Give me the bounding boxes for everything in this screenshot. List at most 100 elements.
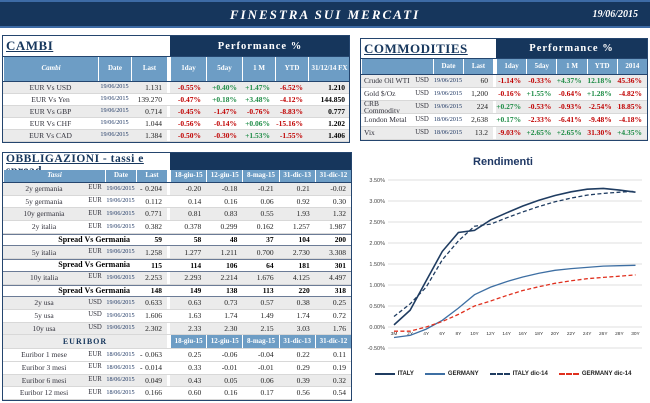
currency: USD [415,128,429,136]
currency: USD [415,89,429,97]
date-value: 19/06/2015 [106,248,135,256]
perf-value: +0.27% [496,102,522,112]
spread-value: 64 [266,260,274,270]
history-value: 1.63 [188,310,202,320]
history-value: 2.33 [188,323,202,333]
perf-value: -0.14% [213,118,237,128]
commodity-name: CRB Commodity [364,101,400,113]
bond-row: 10y italia EUR 19/06/2015 2.253 2.293 2.214 1.… [3,271,351,285]
bond-name: 10y usa [32,323,56,333]
y-tick-label: -0.50% [368,346,386,352]
last-value: -0.014 [136,362,167,374]
x-tick-label: 2Y [407,331,414,337]
spread-value: 220 [298,286,310,296]
spacer [167,183,170,195]
history-value: -0.01 [221,363,238,373]
history-value: 2.30 [224,323,238,333]
history-value: 1.987 [329,222,346,232]
date-value: 18/06/2015 [106,389,135,397]
rendimenti-chart: Rendimenti 3.50% 3.00% 2.50% 2.00% 1.50% 1.00… [358,150,648,401]
spacer [167,82,170,93]
euribor-col-header: 12-giu-15 [206,335,243,349]
euribor-row: Euribor 6 mesi EUR 18/06/2015 0.049 0.43 0.05… [3,374,351,388]
history-value: 0.11 [333,350,346,360]
perf-value: -0.47% [177,94,201,104]
perf-value: +12.18% [587,76,612,86]
y-tick-label: 0.50% [369,304,385,310]
spread-label: Spread Vs Germania [58,285,130,295]
currency: EUR [88,209,102,217]
last-value: 0.166 [145,388,162,398]
perf-value: -0.64% [558,89,582,99]
col-header-date: Date [105,170,136,182]
last-value: 1.044 [145,118,162,128]
history-value: 0.29 [296,363,310,373]
legend-label: ITALY dic-14 [512,371,548,377]
currency: EUR [88,273,102,281]
perf-value: +4.37% [556,76,582,86]
history-value: 1.277 [184,247,202,257]
x-tick-label: 8Y [455,331,462,337]
history-value: 0.05 [224,375,238,385]
spread-last: 59 [154,235,163,245]
history-value: 0.72 [332,310,346,320]
spread-row: Spread Vs Germania 115 114 106 64 181 301 [3,259,351,272]
minus-sign: - [140,184,143,194]
history-value: 1.676 [256,272,274,282]
history-value: 0.378 [184,222,202,232]
commodity-name: Vix [364,128,375,138]
bond-row: 2y italia EUR 19/06/2015 0.382 0.378 0.299 0.1… [3,221,351,234]
spacer [167,246,170,259]
last-value: 1.606 [145,310,162,320]
commodity-row: CRB Commodity USD 19/06/2015 224 +0.27% -0.53… [361,101,647,114]
x-tick-label: 12Y [486,331,495,337]
report-header-bar: FINESTRA SUI MERCATI 19/06/2015 [0,0,650,28]
chart-canvas: 3.50% 3.00% 2.50% 2.00% 1.50% 1.00% 0.50% 0.00%… [358,172,648,363]
col-header-1m: 1 M [242,57,275,81]
euribor-label: EURIBOR [3,335,167,349]
perf-value: +1.55% [526,89,552,99]
perf-value: -0.53% [528,102,552,112]
date-value: 18/06/2015 [106,363,135,371]
spread-label: Spread Vs Germania [58,235,130,245]
history-value: 0.14 [188,196,202,206]
legend-item: ITALY [374,371,414,377]
spread-row: Spread Vs Germania 148 149 138 113 220 318 [3,284,351,298]
perf-value: -0.50% [177,130,201,140]
y-tick-label: 3.50% [369,178,385,184]
col-header-fx: 31/12/14 FX [308,57,349,81]
spread-row: Spread Vs Germania 59 58 48 37 104 200 [3,233,351,247]
spread-value: 114 [190,260,202,270]
col-header-ytd: YTD [275,57,308,81]
last-value: 139.270 [137,94,162,104]
spread-value: 200 [334,235,346,245]
currency: EUR [88,197,102,205]
col-header-1m: 1 M [556,59,587,74]
history-value: 0.16 [224,388,238,398]
spread-value: 318 [334,286,346,296]
spacer [167,297,170,309]
legend-line-sample [424,373,445,375]
chart-legend: ITALY GERMANY ITALY dic-14 GERMANY dic-14 [358,371,648,377]
perf-value: -6.41% [558,115,582,125]
obbligazioni-section: OBBLIGAZIONI - tassi e spread Tassi Date… [2,152,352,401]
currency: EUR [88,388,102,396]
pair-name: EUR Vs CAD [29,130,72,140]
euribor-name: Euribor 6 mesi [21,375,67,385]
last-value: 0.049 [145,375,162,385]
history-value: 0.60 [188,388,202,398]
date-value: 18/06/2015 [433,115,463,123]
fx-value: 1.202 [328,118,345,128]
perf-value: -2.33% [528,115,552,125]
history-value: 4.497 [329,272,346,282]
series-germany-dic-14 [394,274,636,332]
spread-label: Spread Vs Germania [58,260,130,270]
perf-value: -0.76% [246,106,270,116]
perf-value: +0.18% [212,94,237,104]
y-tick-label: 1.00% [369,283,385,289]
perf-value: -1.55% [279,130,303,140]
history-value: 0.92 [296,196,310,206]
cambi-row: EUR Vs CAD 19/06/2015 1.384 -0.50% -0.30% +1.… [3,130,349,142]
euribor-name: Euribor 1 mese [21,350,67,360]
bond-name: 10y italia [29,272,59,282]
